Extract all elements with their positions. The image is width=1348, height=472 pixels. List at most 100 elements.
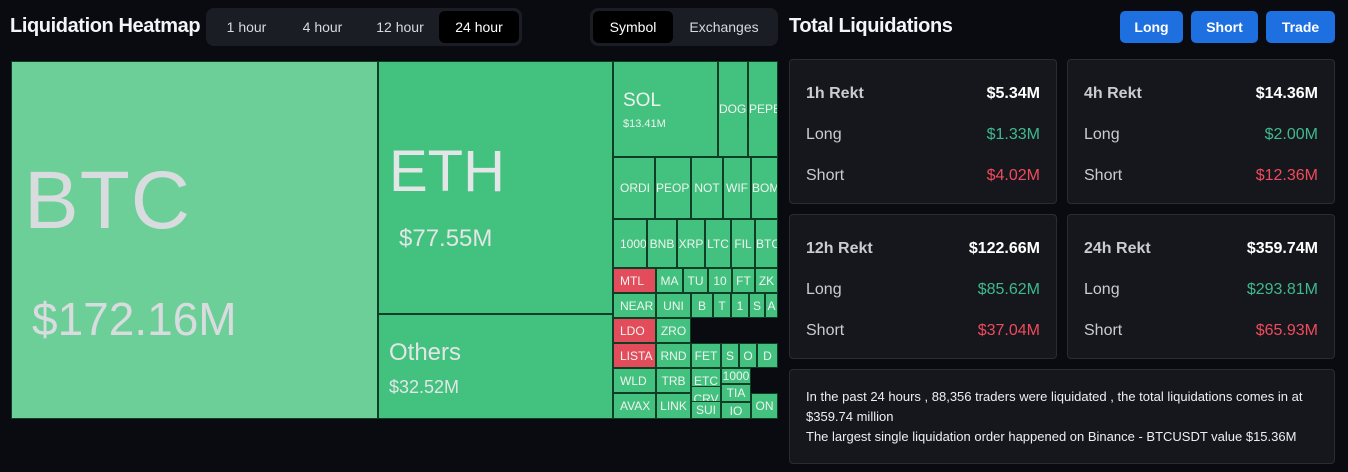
tile-small[interactable]: O xyxy=(739,343,757,368)
tile-small[interactable]: 1000 xyxy=(721,368,751,384)
tile-small-symbol: TU xyxy=(687,274,704,288)
tile-small[interactable]: LISTA xyxy=(613,343,656,368)
tile-eth[interactable]: ETH $77.55M xyxy=(378,61,613,314)
tile-small-symbol: LDO xyxy=(620,324,645,338)
tile-small-symbol: ETC xyxy=(694,374,718,388)
tile-small[interactable]: UNI xyxy=(656,293,691,318)
tile-small[interactable]: A xyxy=(765,293,778,318)
tile-btc-symbol: BTC xyxy=(24,155,191,246)
trade-button[interactable]: Trade xyxy=(1266,11,1335,43)
long-button[interactable]: Long xyxy=(1120,11,1183,43)
tile-small-symbol: DOGE xyxy=(719,102,747,116)
tile-small-symbol: IO xyxy=(729,404,743,418)
tile-small[interactable]: 10 xyxy=(708,268,732,293)
tile-small[interactable]: S xyxy=(749,293,765,318)
tile-small[interactable]: BOME xyxy=(751,157,778,219)
rekt-24h-label: 24h Rekt xyxy=(1084,240,1151,257)
tab-24-hour[interactable]: 24 hour xyxy=(439,11,519,43)
tile-small-symbol: AVAX xyxy=(620,399,651,413)
tile-small[interactable]: MTL xyxy=(613,268,656,293)
tile-small[interactable]: 1000 xyxy=(613,219,647,268)
tile-small[interactable]: RND xyxy=(656,343,691,368)
tile-small-symbol: LINK xyxy=(660,399,687,413)
summary-line-1: In the past 24 hours , 88,356 traders we… xyxy=(806,389,1303,424)
tile-small-symbol: ON xyxy=(755,399,774,413)
tile-others-value: $32.52M xyxy=(389,377,460,397)
tile-small-symbol: LISTA xyxy=(620,349,653,363)
tile-small[interactable]: TRB xyxy=(656,368,691,393)
tile-small[interactable]: TU xyxy=(683,268,708,293)
tab-1-hour[interactable]: 1 hour xyxy=(226,19,267,35)
tile-small-symbol: TIA xyxy=(726,386,746,400)
tile-small[interactable]: S xyxy=(721,343,739,368)
tile-small[interactable]: IO xyxy=(721,402,751,419)
tile-small-symbol: WLD xyxy=(620,374,647,388)
tile-small[interactable]: 1 xyxy=(731,293,749,318)
tile-small[interactable]: WLD xyxy=(613,368,656,393)
tile-small[interactable]: LDO xyxy=(613,318,656,343)
tile-sol-symbol: SOL xyxy=(623,90,662,111)
tab-symbol[interactable]: Symbol xyxy=(593,11,673,43)
tile-small[interactable]: ORDI xyxy=(613,157,655,219)
tile-small-symbol: LTC xyxy=(707,237,729,251)
rekt-24h-short-label: Short xyxy=(1084,322,1123,339)
tab-exchanges[interactable]: Exchanges xyxy=(689,19,759,35)
totals-title: Total Liquidations xyxy=(789,15,953,37)
tile-small-symbol: T xyxy=(718,299,726,313)
view-tabs: Symbol Exchanges xyxy=(590,8,778,46)
tile-small[interactable]: XRP xyxy=(677,219,705,268)
tile-small-symbol: 1 xyxy=(736,299,744,313)
tile-small[interactable]: PEPE xyxy=(748,61,778,157)
tile-small-symbol: RND xyxy=(660,349,687,363)
tile-small[interactable]: SUI xyxy=(691,401,721,419)
tile-small[interactable]: DOGE xyxy=(718,61,748,157)
tile-small[interactable]: NOT xyxy=(691,157,723,219)
tile-btc-value: $172.16M xyxy=(32,293,237,345)
tile-small-symbol: 1000 xyxy=(722,369,750,383)
tile-small-symbol: PEOPLE xyxy=(656,181,690,195)
tile-small[interactable]: D xyxy=(757,343,778,368)
tile-small[interactable]: B xyxy=(691,293,713,318)
tile-small-symbol: 1000 xyxy=(620,237,647,251)
tile-small-symbol: XRP xyxy=(678,237,704,251)
tile-small[interactable]: BTC xyxy=(755,219,778,268)
tile-others[interactable]: Others $32.52M xyxy=(378,314,613,419)
rekt-4h-total: $14.36M xyxy=(1255,85,1318,102)
tile-small-symbol: NEAR xyxy=(620,299,654,313)
tile-small[interactable]: FT xyxy=(732,268,755,293)
rekt-1h-long: $1.33M xyxy=(986,126,1040,143)
tile-small[interactable]: AVAX xyxy=(613,393,656,419)
tile-small[interactable]: FIL xyxy=(731,219,755,268)
rekt-1h-total: $5.34M xyxy=(986,85,1040,102)
rekt-24h-total: $359.74M xyxy=(1246,240,1318,257)
tile-small[interactable]: TIA xyxy=(721,384,751,402)
rekt-12h-long: $85.62M xyxy=(977,281,1040,298)
tile-small[interactable]: BNB xyxy=(647,219,677,268)
tile-small[interactable]: ON xyxy=(751,393,778,419)
tile-small-symbol: A xyxy=(767,299,776,313)
tile-small-symbol: NOT xyxy=(694,181,720,195)
rekt-card-4h: 4h Rekt $14.36M Long $2.00M Short $12.36M xyxy=(1067,59,1335,204)
tile-small[interactable]: ZK xyxy=(755,268,778,293)
tile-small[interactable]: PEOPLE xyxy=(655,157,691,219)
tile-small[interactable]: WIF xyxy=(723,157,751,219)
tile-small-symbol: S xyxy=(725,349,734,363)
short-button[interactable]: Short xyxy=(1191,11,1258,43)
tile-small[interactable]: FET xyxy=(691,343,721,368)
tile-small-symbol: O xyxy=(743,349,753,363)
tab-12-hour[interactable]: 12 hour xyxy=(376,19,424,35)
tile-small-symbol: MTL xyxy=(620,274,644,288)
tile-small-symbol: FT xyxy=(736,274,751,288)
tile-small-symbol: BOME xyxy=(752,181,777,195)
rekt-24h-short: $65.93M xyxy=(1255,322,1318,339)
tile-small[interactable]: LINK xyxy=(656,393,691,419)
time-range-tabs: 1 hour 4 hour 12 hour 24 hour xyxy=(206,8,522,46)
tile-small[interactable]: NEAR xyxy=(613,293,656,318)
tile-small[interactable]: T xyxy=(713,293,731,318)
tile-small[interactable]: LTC xyxy=(705,219,731,268)
tile-small[interactable]: ZRO xyxy=(656,318,691,343)
tile-sol[interactable]: SOL $13.41M xyxy=(613,61,718,157)
tile-small[interactable]: MA xyxy=(656,268,683,293)
tab-4-hour[interactable]: 4 hour xyxy=(302,19,343,35)
tile-btc[interactable]: BTC $172.16M xyxy=(11,61,378,419)
